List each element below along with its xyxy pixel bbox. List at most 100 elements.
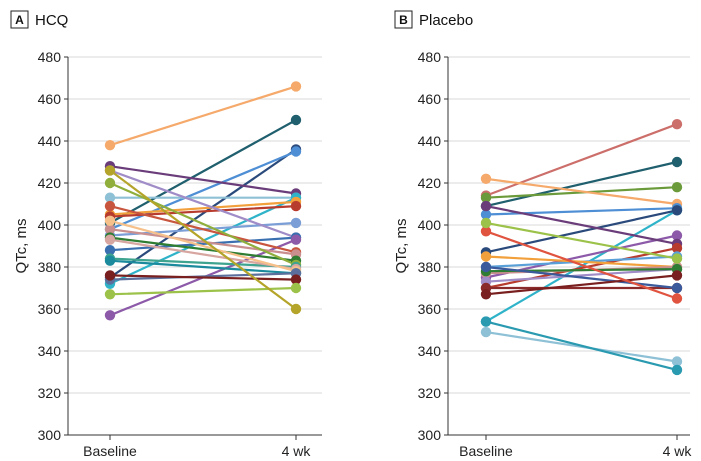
panel-b-data-point (671, 182, 683, 193)
panel-a-y-tick-label: 440 (38, 133, 62, 149)
panel-a-data-point (290, 274, 302, 285)
panel-a-header: A HCQ (10, 10, 68, 29)
panel-a-series-line (108, 169, 298, 311)
panel-a-data-point (104, 165, 116, 176)
panel-a-data-point (104, 255, 116, 266)
panel-a-data-point (104, 215, 116, 226)
panel-a-y-tick-label: 400 (38, 217, 62, 233)
panel-a-series-line (108, 257, 298, 269)
panel-b-y-tick-label: 340 (418, 343, 442, 359)
panel-a-data-point (290, 282, 302, 294)
panel-b-x-tick-label: 4 wk (663, 443, 693, 459)
panel-b-y-tick-label: 380 (418, 259, 442, 275)
panel-a-series-line (108, 205, 298, 254)
panel-b-data-point (480, 192, 492, 203)
panel-a-series-line (108, 236, 298, 252)
panel-a-series-line (108, 274, 298, 281)
panel-b-plot: 300 320 340 360 380 400 420 440 460 480 Baseline 4 … (393, 49, 692, 459)
panel-a-y-tick-label: 300 (38, 427, 62, 443)
panel-a-y-tick-label: 380 (38, 259, 62, 275)
panel-b-data-point (671, 205, 683, 216)
panel-b-series-line (484, 255, 679, 269)
panel-a-series-line (108, 148, 298, 279)
panel-b-data-point (480, 226, 492, 237)
panel-b-series-line (484, 160, 679, 208)
panel-a-series-line (108, 236, 298, 262)
panel-b-series-line (484, 274, 679, 296)
panel-a-y-tick-label: 340 (38, 343, 62, 359)
panel-b-data-point (671, 282, 683, 294)
panel-a-data-point (104, 192, 116, 203)
panel-b-series-line (484, 247, 679, 290)
panel-b-y-tick-label: 460 (418, 91, 442, 107)
panel-a-data-point (290, 81, 302, 92)
panel-a-data-point (104, 234, 116, 245)
panel-b-data-point (480, 200, 492, 212)
panel-a-data-point (290, 234, 302, 245)
panel-b-y-tick-label: 320 (418, 385, 442, 401)
panel-a-series-line (108, 150, 298, 231)
panel-b-y-tick-label: 360 (418, 301, 442, 317)
panel-a-data-point (104, 140, 116, 151)
panel-a-data-point (290, 303, 302, 315)
panel-b-data-point (671, 293, 683, 304)
panel-b-y-tick-label: 420 (418, 175, 442, 191)
panel-b-letter-box (394, 10, 413, 29)
panel-b-letter: B (399, 13, 408, 27)
panel-a-x-tick-label: 4 wk (282, 443, 312, 459)
panel-b-series-line (484, 265, 679, 290)
panel-b-data-point (671, 119, 683, 130)
panel-a-data-point (104, 270, 116, 281)
panel-a-y-tick-label: 320 (38, 385, 62, 401)
panel-a-y-tick-label: 480 (38, 49, 62, 65)
panel-b-data-point (480, 209, 492, 220)
panel-a-series-line (108, 286, 298, 296)
panel-a-series-line (108, 219, 298, 273)
panel-a-data-point (104, 289, 116, 300)
panel-a-letter: A (15, 13, 24, 27)
panel-b-data-point (480, 289, 492, 300)
panel-b-x-tick-label: Baseline (459, 443, 513, 459)
panel-a-y-tick-label: 460 (38, 91, 62, 107)
panel-b-data-point (480, 261, 492, 273)
panel-b-data-point (480, 217, 492, 229)
panel-b-data-point (671, 270, 683, 281)
panel-b-y-tick-label: 440 (418, 133, 442, 149)
panel-b-data-point (480, 316, 492, 327)
panel-b-header: B Placebo (394, 10, 473, 29)
panel-a-x-tick-label: Baseline (83, 443, 137, 459)
panel-a-y-tick-label: 420 (38, 175, 62, 191)
panel-a-series-line (108, 165, 298, 195)
panel-b-data-point (671, 242, 683, 254)
panel-a-series-line (108, 169, 298, 239)
panel-b-title: Placebo (419, 12, 473, 29)
panel-a-series-line (108, 238, 298, 271)
panel-b-data-point (480, 251, 492, 262)
panel-b-series-line (484, 320, 679, 371)
panel-a-y-axis-title: QTc, ms (13, 219, 30, 274)
panel-b-series-line (484, 209, 679, 254)
panel-a-data-point (290, 114, 302, 126)
panel-a-series-line (108, 181, 298, 266)
panel-a-data-point (104, 224, 116, 235)
panel-a-data-point (104, 200, 116, 212)
panel-a-data-point (290, 200, 302, 212)
panel-b-data-point (671, 364, 683, 376)
panel-b-series-line (484, 221, 679, 260)
panel-b-data-point (480, 326, 492, 338)
panel-b-data-point (480, 173, 492, 184)
panel-b-data-point (671, 356, 683, 367)
panel-a-data-point (104, 310, 116, 321)
panel-b-data-point (671, 156, 683, 168)
panel-a-series-line (108, 200, 298, 216)
panel-a-data-point (104, 177, 116, 189)
panel-b-y-axis-title: QTc, ms (393, 219, 410, 274)
panel-a-letter-box (10, 10, 29, 29)
panel-a-series-line (108, 118, 298, 224)
panel-a-plot: 300 320 340 360 380 400 420 440 460 480 Baseline 4 … (13, 49, 322, 459)
panel-b-data-point (671, 230, 683, 241)
panel-b-series-line (484, 230, 679, 300)
panel-b-y-tick-label: 480 (418, 49, 442, 65)
panel-a-data-point (104, 245, 116, 256)
